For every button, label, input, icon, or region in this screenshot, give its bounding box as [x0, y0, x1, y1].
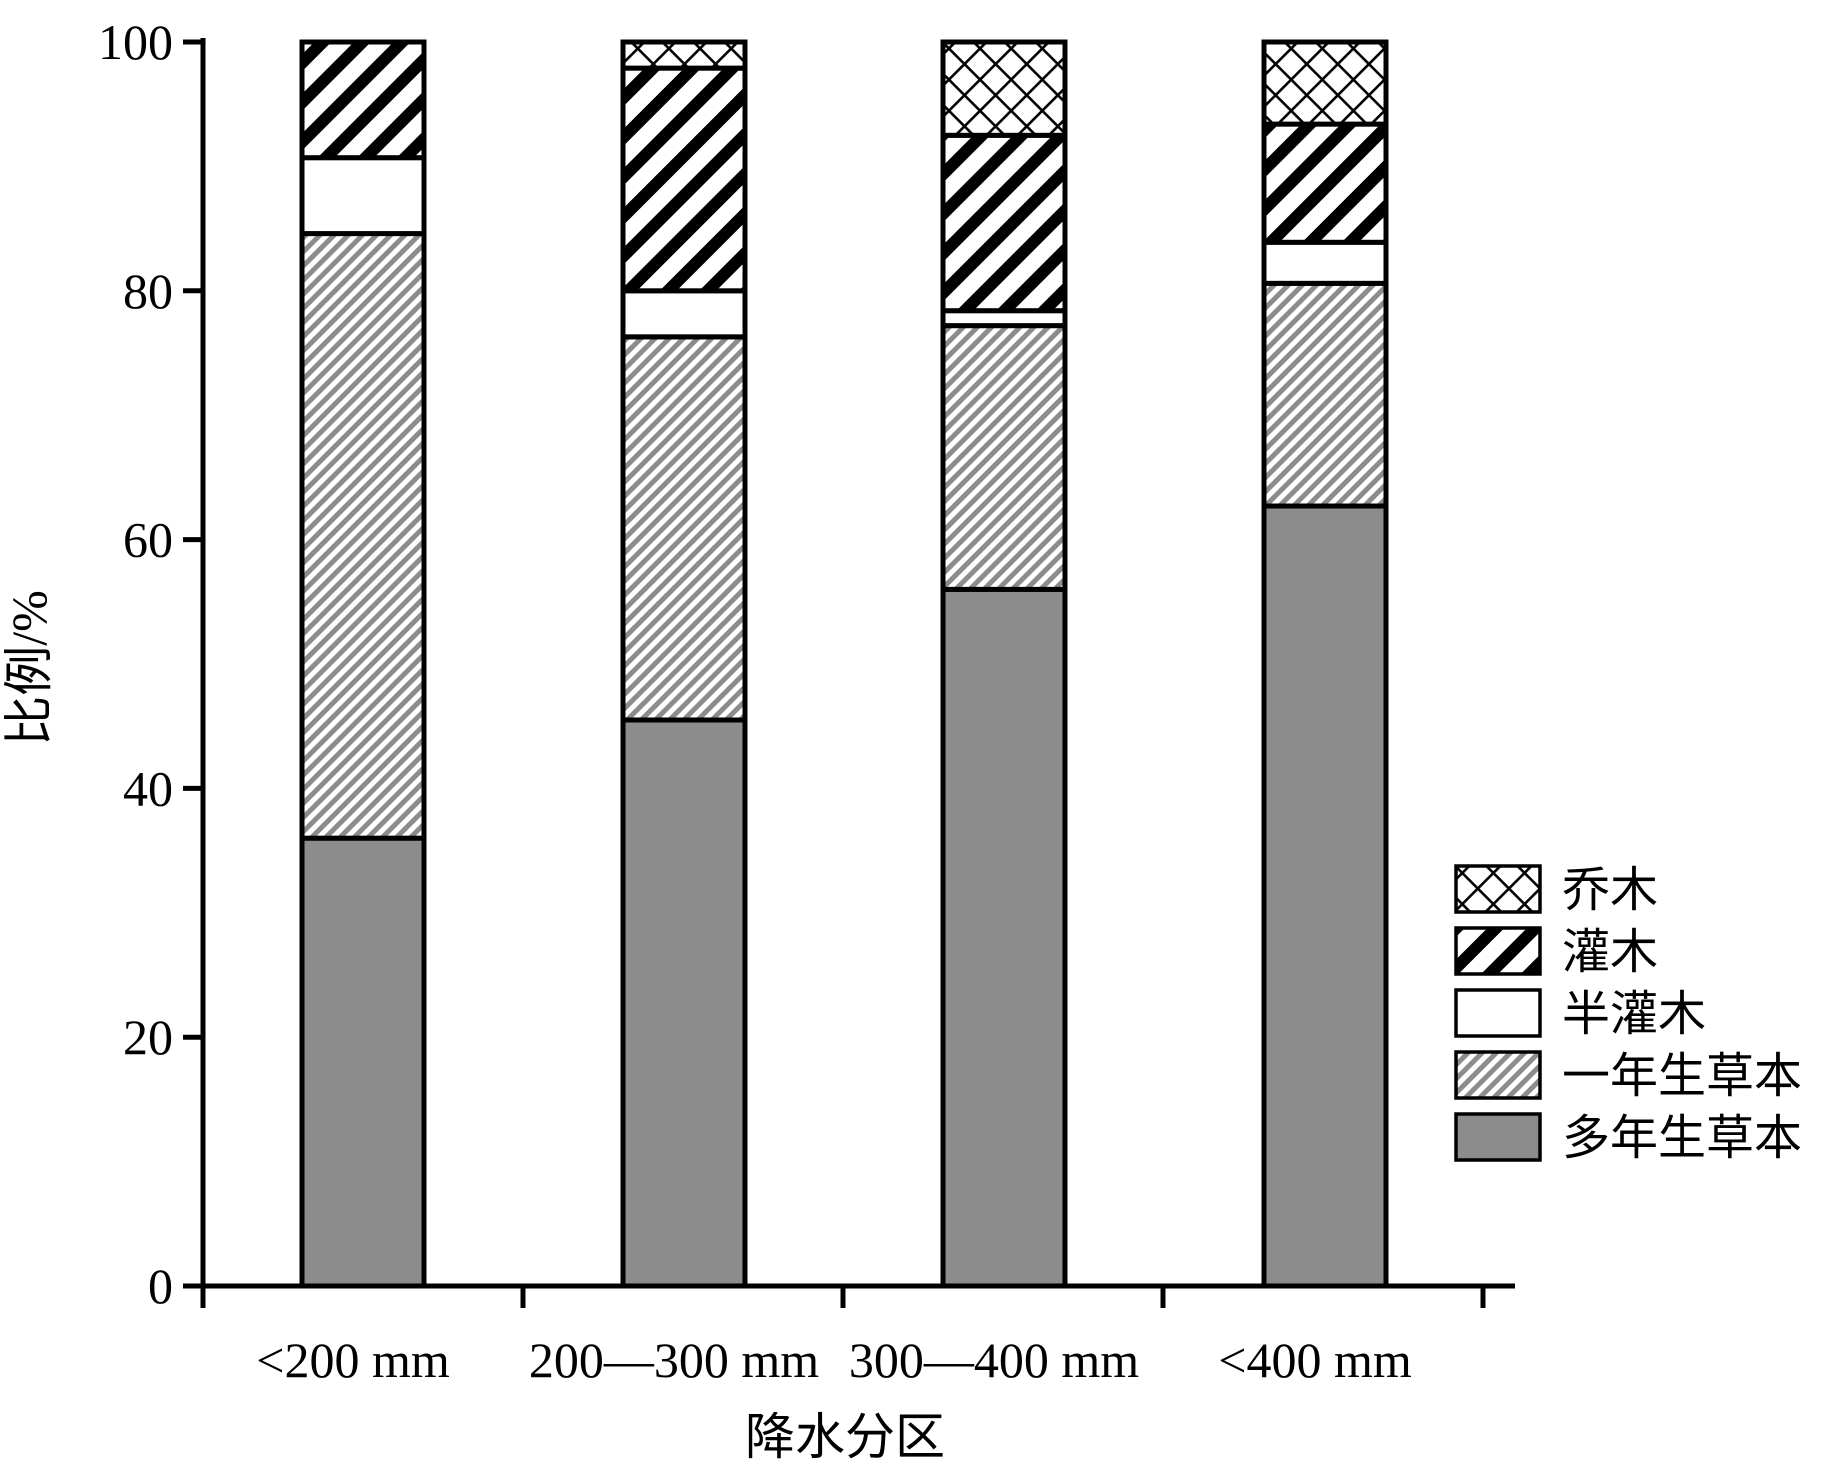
x-tick-label: 300—400 mm — [849, 1332, 1139, 1388]
bar-segment-series-1 — [1261, 280, 1389, 509]
legend-swatch-series-3 — [1454, 926, 1542, 976]
legend-swatch-series-0 — [1454, 1112, 1542, 1162]
bar-segment-series-1 — [299, 231, 427, 841]
bar-segment-series-0 — [940, 586, 1068, 1289]
legend-swatch-series-2 — [1454, 988, 1542, 1038]
legend-label: 乔木 — [1562, 864, 1658, 917]
legend-swatch-series-4 — [1454, 864, 1542, 914]
bars-layer — [299, 39, 1389, 1289]
bar-stack — [620, 39, 748, 1289]
bar-segment-series-2 — [620, 288, 748, 340]
bar-segment-series-3 — [299, 39, 427, 161]
legend-swatch-series-1 — [1454, 1050, 1542, 1100]
legend-item: 多年生草本 — [1454, 1112, 1802, 1165]
y-tick-label: 0 — [148, 1258, 173, 1314]
legend-label: 灌木 — [1562, 926, 1658, 979]
bar-segment-series-0 — [299, 835, 427, 1289]
bar-segment-series-4 — [620, 39, 748, 71]
bar-segment-series-0 — [620, 717, 748, 1289]
legend-item: 乔木 — [1454, 864, 1658, 917]
y-tick-label: 40 — [123, 760, 173, 816]
y-tick-label: 20 — [123, 1009, 173, 1065]
legend-label: 一年生草本 — [1562, 1050, 1802, 1103]
bar-segment-series-1 — [620, 334, 748, 723]
bar-segment-series-3 — [620, 65, 748, 294]
bar-segment-series-0 — [1261, 503, 1389, 1289]
y-tick-label: 100 — [98, 14, 173, 70]
legend-item: 灌木 — [1454, 926, 1658, 979]
x-axis-title: 降水分区 — [745, 1409, 945, 1465]
bar-segment-series-2 — [299, 155, 427, 237]
axes-layer: 0 20 40 60 80 100 <200 mm 200—300 mm 300—400 mm <… — [98, 14, 1515, 1388]
bar-segment-series-3 — [940, 132, 1068, 314]
legend-item: 半灌木 — [1454, 988, 1706, 1041]
y-axis-title: 比例/% — [1, 590, 57, 746]
bar-stack — [299, 39, 427, 1289]
legend-label: 半灌木 — [1562, 988, 1706, 1041]
legend-item: 一年生草本 — [1454, 1050, 1802, 1103]
y-tick-label: 60 — [123, 512, 173, 568]
bar-stack — [1261, 39, 1389, 1289]
x-tick-label: 200—300 mm — [529, 1332, 819, 1388]
x-tick-label: <400 mm — [1218, 1332, 1412, 1388]
legend-label: 多年生草本 — [1562, 1112, 1802, 1165]
bar-segment-series-3 — [1261, 121, 1389, 245]
y-tick-label: 80 — [123, 263, 173, 319]
bar-segment-series-1 — [940, 323, 1068, 592]
bar-segment-series-4 — [1261, 39, 1389, 127]
bar-stack — [940, 39, 1068, 1289]
bar-segment-series-4 — [940, 39, 1068, 138]
bar-segment-series-2 — [1261, 239, 1389, 286]
x-tick-label: <200 mm — [256, 1332, 450, 1388]
